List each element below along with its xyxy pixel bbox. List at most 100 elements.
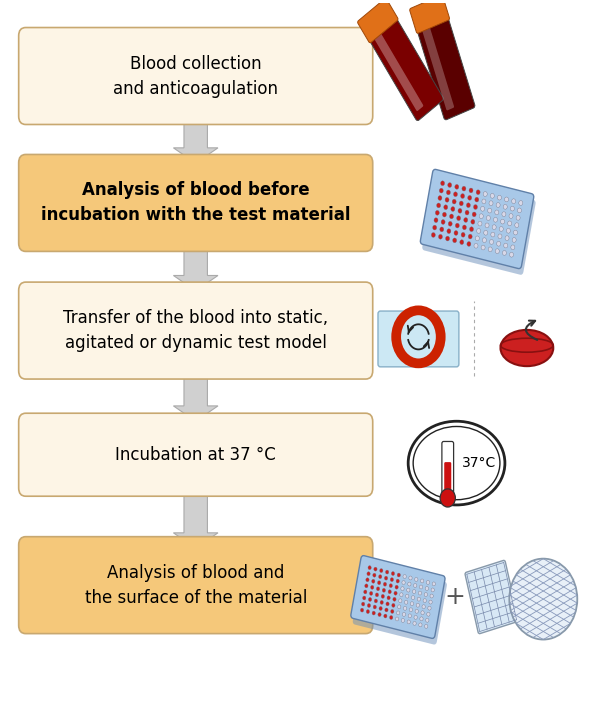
Circle shape xyxy=(468,234,472,239)
Circle shape xyxy=(364,590,367,594)
Circle shape xyxy=(504,243,508,248)
Circle shape xyxy=(406,594,409,598)
Circle shape xyxy=(490,240,494,245)
Circle shape xyxy=(391,572,395,576)
Circle shape xyxy=(481,207,485,211)
Circle shape xyxy=(446,190,451,195)
Circle shape xyxy=(491,232,495,237)
Circle shape xyxy=(385,570,389,574)
Circle shape xyxy=(509,214,513,219)
Circle shape xyxy=(415,610,418,613)
Circle shape xyxy=(509,559,577,640)
Circle shape xyxy=(414,615,417,619)
Circle shape xyxy=(505,236,509,240)
Circle shape xyxy=(391,610,394,614)
Circle shape xyxy=(452,199,456,204)
Circle shape xyxy=(412,590,416,593)
Circle shape xyxy=(466,203,470,207)
Circle shape xyxy=(436,210,439,215)
Circle shape xyxy=(467,242,471,246)
Circle shape xyxy=(503,205,507,209)
Circle shape xyxy=(454,192,457,197)
Circle shape xyxy=(362,596,366,600)
Circle shape xyxy=(407,620,410,624)
Circle shape xyxy=(476,190,480,195)
Polygon shape xyxy=(173,243,218,291)
Circle shape xyxy=(469,188,473,193)
Circle shape xyxy=(461,193,464,198)
Circle shape xyxy=(478,221,482,226)
Circle shape xyxy=(374,567,377,571)
FancyBboxPatch shape xyxy=(371,27,423,111)
Circle shape xyxy=(380,569,383,572)
Circle shape xyxy=(366,578,369,582)
Circle shape xyxy=(459,201,463,206)
Circle shape xyxy=(371,586,374,589)
Circle shape xyxy=(497,241,500,246)
Circle shape xyxy=(471,219,475,224)
Circle shape xyxy=(506,228,511,233)
Circle shape xyxy=(490,193,494,198)
Circle shape xyxy=(485,223,489,228)
Text: 37°C: 37°C xyxy=(463,456,497,470)
Circle shape xyxy=(488,247,492,252)
Circle shape xyxy=(482,238,487,243)
FancyBboxPatch shape xyxy=(19,155,373,252)
Circle shape xyxy=(437,203,440,208)
Circle shape xyxy=(386,602,389,606)
Circle shape xyxy=(512,199,515,204)
Text: +: + xyxy=(445,585,465,609)
Circle shape xyxy=(419,623,422,627)
Circle shape xyxy=(431,588,434,592)
Circle shape xyxy=(440,181,445,186)
Circle shape xyxy=(376,587,380,591)
Circle shape xyxy=(361,608,364,612)
Circle shape xyxy=(496,202,500,207)
Circle shape xyxy=(361,602,365,606)
Circle shape xyxy=(388,590,391,594)
Circle shape xyxy=(420,617,423,621)
Circle shape xyxy=(479,214,483,219)
Circle shape xyxy=(374,599,377,603)
Text: Analysis of blood and
the surface of the material: Analysis of blood and the surface of the… xyxy=(85,564,307,607)
Circle shape xyxy=(476,228,481,233)
Circle shape xyxy=(367,572,370,576)
Circle shape xyxy=(509,252,514,257)
Circle shape xyxy=(515,223,519,228)
Circle shape xyxy=(373,573,376,577)
Circle shape xyxy=(474,243,478,248)
FancyBboxPatch shape xyxy=(353,562,447,645)
Circle shape xyxy=(367,604,371,607)
Circle shape xyxy=(425,619,429,622)
FancyBboxPatch shape xyxy=(358,0,398,43)
Circle shape xyxy=(385,608,388,612)
Circle shape xyxy=(461,233,465,237)
FancyBboxPatch shape xyxy=(19,413,373,496)
Circle shape xyxy=(440,227,444,232)
Circle shape xyxy=(371,579,375,583)
Circle shape xyxy=(434,218,438,223)
Circle shape xyxy=(394,591,397,595)
Circle shape xyxy=(395,585,398,589)
Circle shape xyxy=(475,198,479,202)
Circle shape xyxy=(475,236,479,240)
Circle shape xyxy=(465,210,469,215)
Circle shape xyxy=(429,600,432,604)
Circle shape xyxy=(495,210,499,215)
Circle shape xyxy=(423,599,427,602)
Circle shape xyxy=(454,231,458,236)
Circle shape xyxy=(502,250,506,255)
Text: Analysis of blood before
incubation with the test material: Analysis of blood before incubation with… xyxy=(41,181,350,224)
Circle shape xyxy=(493,217,497,222)
Circle shape xyxy=(439,234,442,239)
Circle shape xyxy=(395,617,398,621)
Circle shape xyxy=(366,610,370,614)
Circle shape xyxy=(483,192,487,196)
Circle shape xyxy=(482,199,486,204)
Circle shape xyxy=(392,603,395,607)
Circle shape xyxy=(448,221,452,226)
Circle shape xyxy=(484,231,488,235)
Circle shape xyxy=(387,596,390,600)
Circle shape xyxy=(463,225,466,230)
Circle shape xyxy=(496,249,499,254)
